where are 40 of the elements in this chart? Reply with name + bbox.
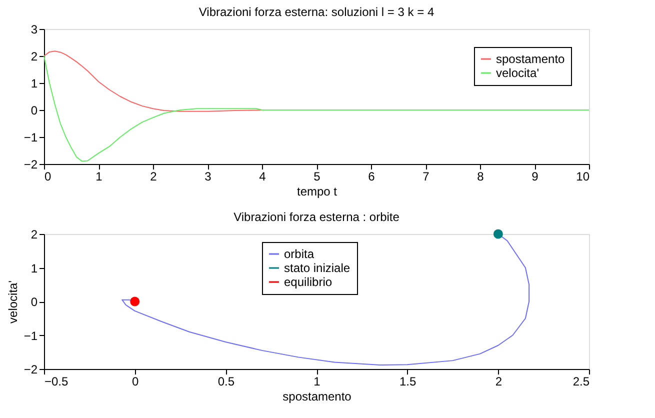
y-tick-label: 0 — [30, 104, 38, 118]
x-tick-label: 1.5 — [399, 374, 416, 388]
x-tick-label: −0.5 — [44, 374, 69, 388]
x-tick-label: 2 — [150, 170, 158, 184]
x-tick-label: 1 — [314, 374, 321, 388]
chart-title: Vibrazioni forza esterna: soluzioni l = 3 k = 4 — [198, 5, 434, 19]
x-tick-label: 0.5 — [218, 374, 235, 388]
y-axis-title: velocita' — [6, 280, 20, 324]
x-tick-label: 9 — [532, 170, 539, 184]
y-tick-label: 1 — [30, 261, 38, 276]
x-tick-label: 8 — [477, 170, 484, 184]
y-tick-label: 1 — [30, 76, 38, 90]
x-tick-label: 0 — [44, 170, 52, 184]
y-tick-label: −2 — [24, 158, 38, 172]
legend-label: velocita' — [496, 66, 539, 80]
x-axis-title: spostamento — [282, 390, 352, 404]
y-tick-label: 2 — [30, 50, 38, 64]
y-tick-label: −2 — [24, 362, 38, 376]
x-tick-label: 3 — [204, 170, 212, 184]
y-tick-label: −1 — [24, 130, 38, 144]
x-tick-label: 4 — [259, 170, 266, 184]
y-tick-label: −1 — [24, 328, 38, 343]
x-tick-label: 2 — [495, 374, 502, 388]
y-tick-label: 2 — [30, 228, 38, 242]
legend-label: equilibrio — [284, 275, 332, 289]
legend-label: spostamento — [496, 52, 566, 66]
x-tick-label: 10 — [576, 170, 590, 184]
y-tick-label: 0 — [30, 295, 38, 309]
x-axis-title: tempo t — [296, 184, 338, 198]
x-tick-label: 6 — [368, 170, 376, 184]
line-series — [44, 56, 590, 162]
x-tick-label: 0 — [132, 374, 139, 388]
legend-label: stato iniziale — [284, 261, 350, 275]
x-tick-label: 1 — [96, 170, 103, 184]
x-tick-label: 5 — [314, 170, 321, 184]
legend-label: orbita — [284, 247, 314, 261]
x-tick-label: 7 — [422, 170, 430, 184]
y-tick-label: 3 — [30, 22, 38, 36]
x-tick-label: 2.5 — [572, 374, 590, 388]
chart-title: Vibrazioni forza esterna : orbite — [234, 210, 400, 224]
